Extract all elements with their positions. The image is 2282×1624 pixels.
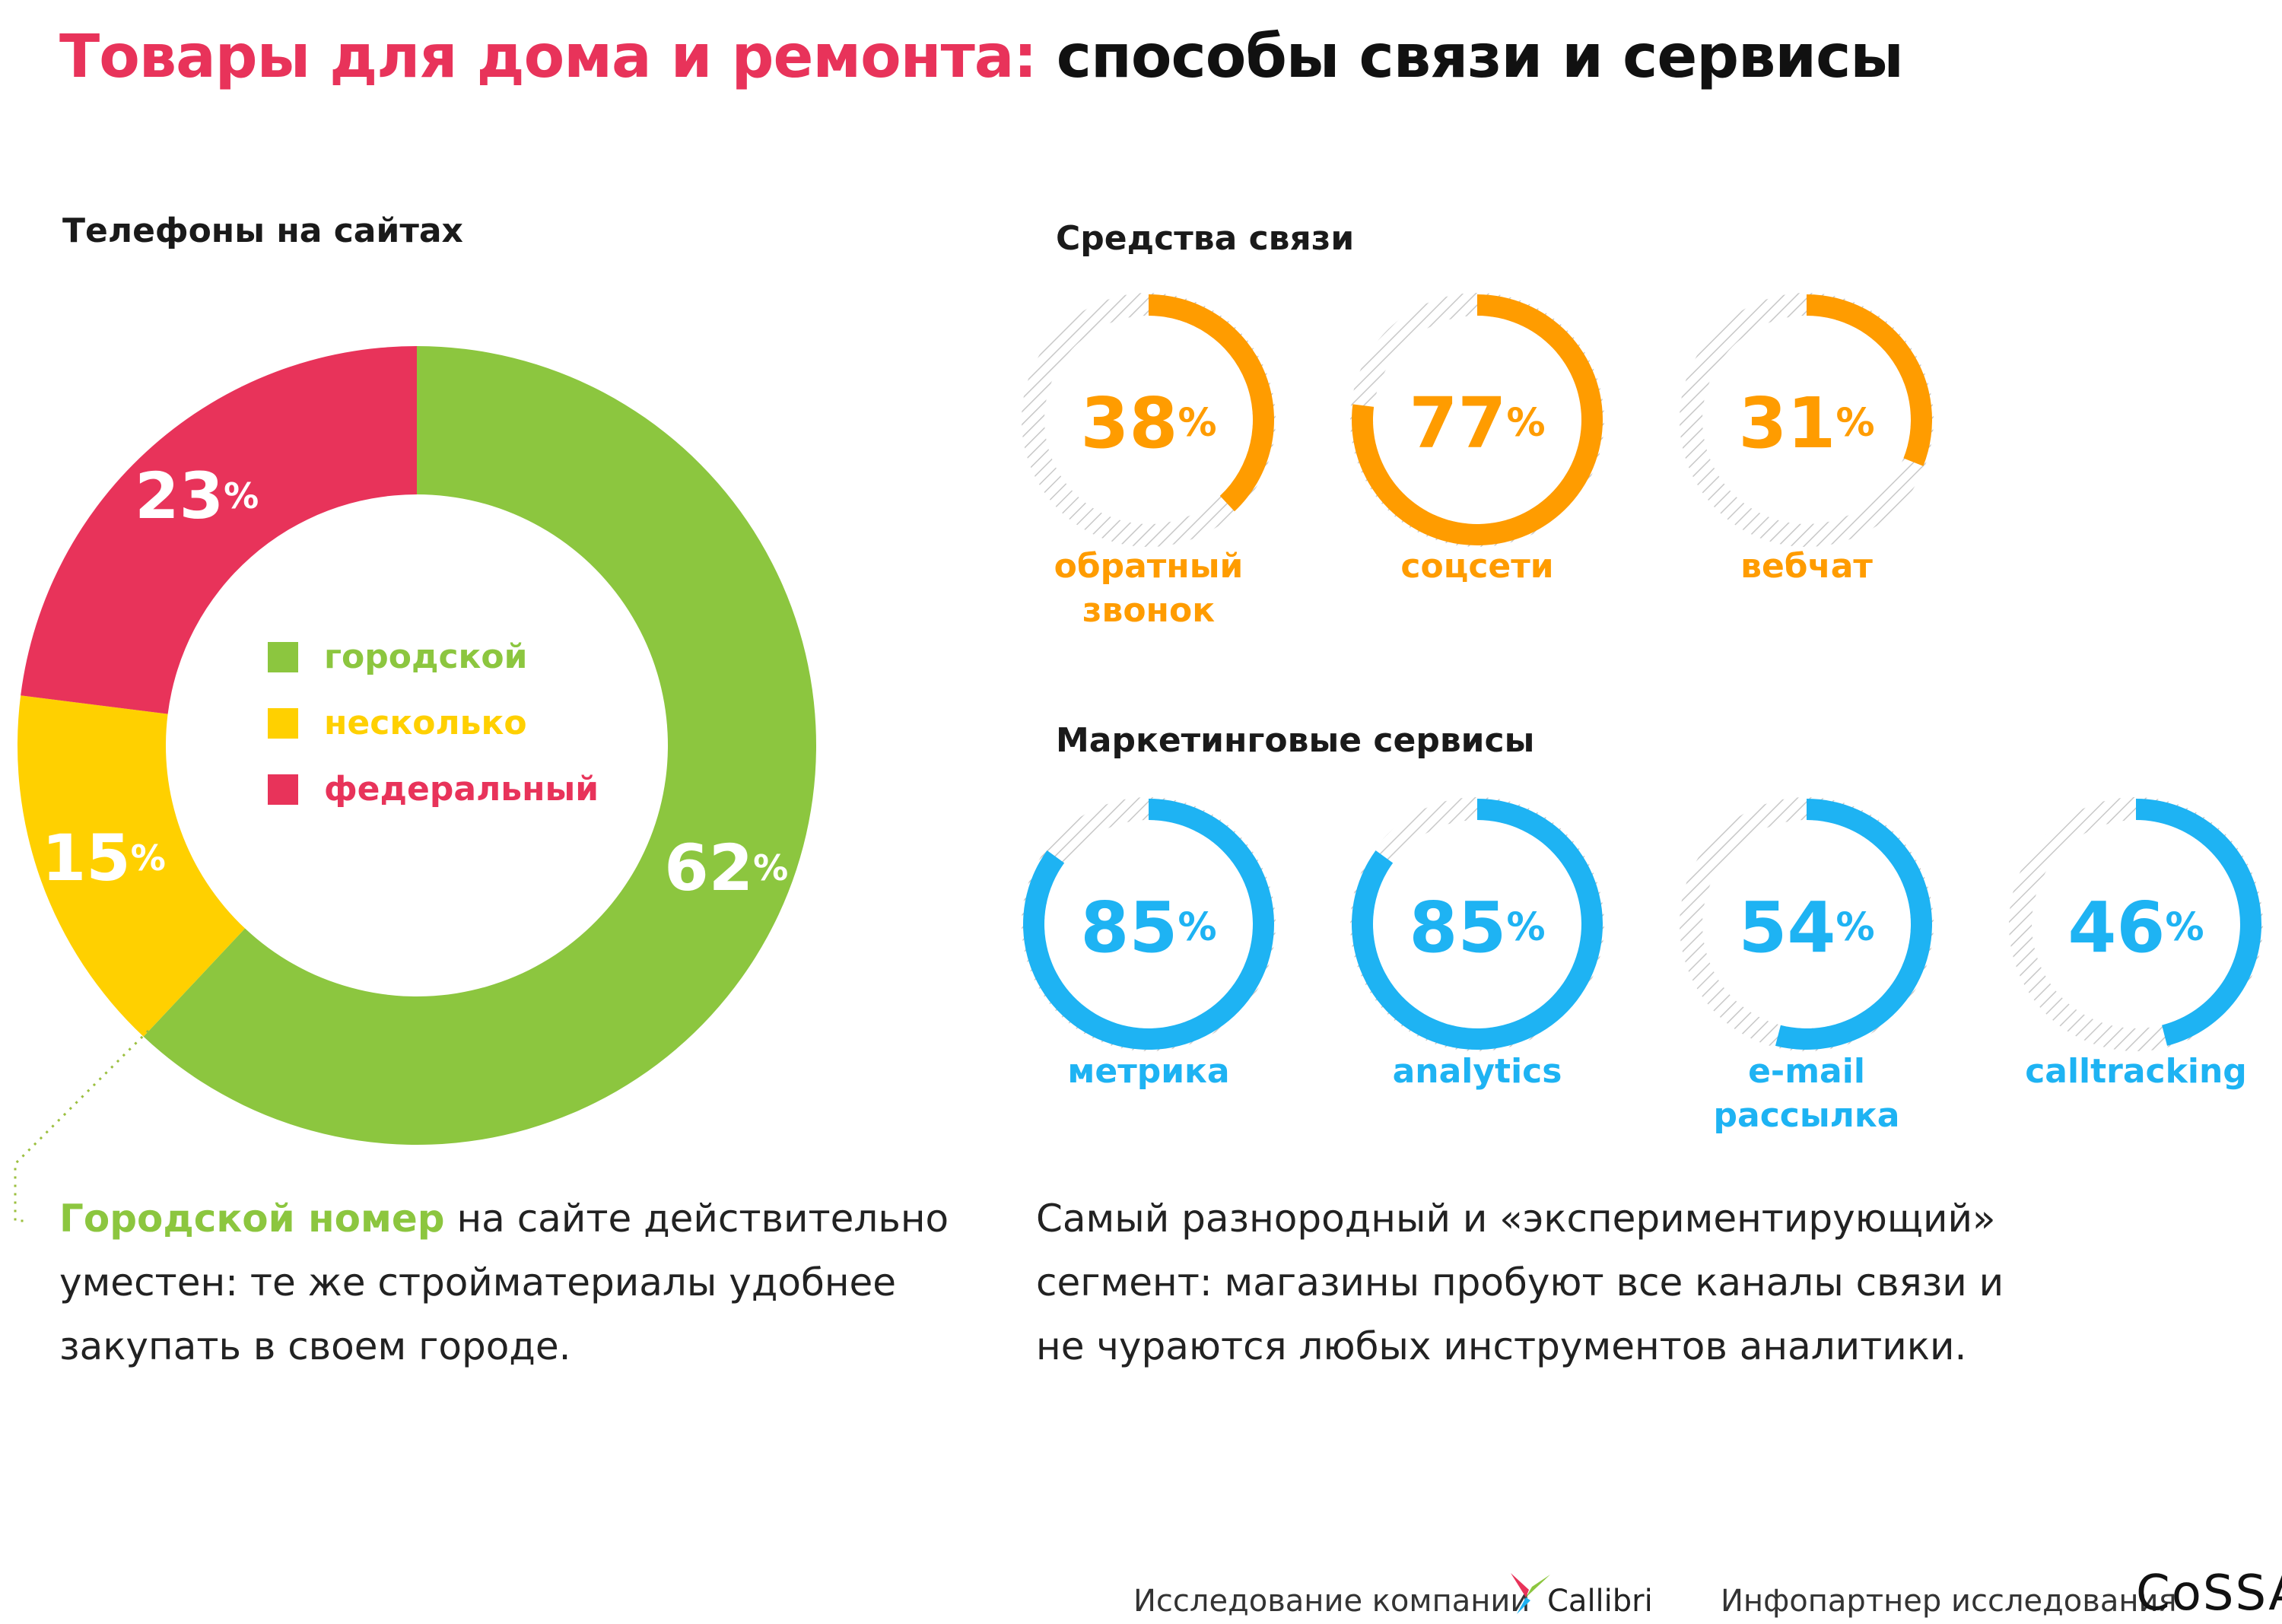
marketing-rings: 85% 85% 54% 46% bbox=[1022, 797, 2263, 1051]
slice-value-label: 62% bbox=[664, 831, 788, 905]
phones-donut-chart: 62% 15% 23% bbox=[17, 346, 816, 1145]
ring-category-label: analytics bbox=[1356, 1050, 1599, 1094]
ring-category-label: e-mail рассылка bbox=[1685, 1050, 1928, 1138]
ring-value-arc bbox=[1775, 799, 1932, 1050]
ring-category-label: обратный звонок bbox=[1027, 545, 1270, 633]
left-description-highlight: Городской номер bbox=[59, 1197, 445, 1241]
slice-city bbox=[143, 346, 816, 1145]
ring-chart-contact-group-0: 38% bbox=[1022, 293, 1276, 547]
ring-value-label: 54% bbox=[1738, 887, 1874, 968]
ring-value-label: 77% bbox=[1409, 383, 1545, 464]
callibri-logo-text: Callibri bbox=[1547, 1584, 1653, 1619]
ring-chart-marketing-group-3: 46% bbox=[2009, 797, 2263, 1051]
legend-swatch bbox=[268, 641, 298, 672]
contact-section-title: Средства связи bbox=[1056, 219, 1355, 258]
ring-category-line: соцсети bbox=[1400, 547, 1554, 586]
ring-category-label: вебчат bbox=[1685, 545, 1928, 589]
legend-item-several: несколько bbox=[268, 704, 527, 742]
ring-category-line: обратный bbox=[1054, 547, 1244, 586]
title-accent: Товары для дома и ремонта: bbox=[59, 23, 1038, 91]
right-description: Самый разнородный и «экспериментирующий»… bbox=[1036, 1197, 2004, 1368]
ring-category-line: analytics bbox=[1392, 1052, 1562, 1091]
page-title: Товары для дома и ремонта: способы связи… bbox=[59, 23, 1904, 91]
legend-label: несколько bbox=[324, 704, 527, 742]
ring-category-line: звонок bbox=[1082, 591, 1216, 630]
slice-value-label: 15% bbox=[42, 821, 166, 895]
ring-category-label: calltracking bbox=[2014, 1050, 2258, 1094]
legend-item-city: городской bbox=[268, 637, 527, 676]
ring-category-label: метрика bbox=[1027, 1050, 1270, 1094]
callibri-logo-icon bbox=[1511, 1573, 1550, 1614]
footer-partner-label: Инфопартнер исследования bbox=[1721, 1584, 2177, 1619]
ring-value-arc bbox=[1807, 294, 1933, 466]
slice-federal bbox=[21, 346, 418, 714]
ring-chart-marketing-group-1: 85% bbox=[1350, 797, 1604, 1051]
left-description-text: на сайте действительно уместен: те же ст… bbox=[59, 1197, 949, 1368]
marketing-section-title: Маркетинговые сервисы bbox=[1056, 721, 1535, 760]
ring-value-label: 46% bbox=[2067, 887, 2204, 968]
footer-research-label: Исследование компании bbox=[1133, 1584, 1530, 1619]
ring-category-line: вебчат bbox=[1740, 547, 1873, 586]
legend-label: городской bbox=[324, 637, 528, 676]
title-rest: способы связи и сервисы bbox=[1036, 23, 1904, 91]
ring-category-line: метрика bbox=[1067, 1052, 1230, 1091]
ring-value-label: 31% bbox=[1738, 383, 1874, 464]
ring-category-line: calltracking bbox=[2025, 1052, 2247, 1091]
cossa-logo: CoSSA bbox=[2136, 1565, 2282, 1622]
left-description: Городской номер на сайте действительно у… bbox=[59, 1187, 957, 1378]
legend-item-federal: федеральный bbox=[268, 770, 599, 809]
ring-category-line: рассылка bbox=[1713, 1096, 1900, 1135]
ring-value-arc bbox=[2136, 799, 2262, 1046]
ring-chart-contact-group-2: 31% bbox=[1680, 293, 1934, 547]
legend-swatch bbox=[268, 774, 298, 805]
ring-category-label: соцсети bbox=[1356, 545, 1599, 589]
ring-value-arc bbox=[1149, 294, 1275, 512]
slice-value-label: 23% bbox=[135, 459, 259, 533]
ring-value-label: 85% bbox=[1080, 887, 1216, 968]
legend-label: федеральный bbox=[324, 770, 599, 809]
ring-chart-marketing-group-0: 85% bbox=[1022, 797, 1276, 1051]
slice-several bbox=[17, 695, 246, 1037]
ring-category-line: e-mail bbox=[1748, 1052, 1865, 1091]
legend-swatch bbox=[268, 707, 298, 739]
ring-chart-contact-group-1: 77% bbox=[1350, 293, 1604, 547]
ring-chart-marketing-group-2: 54% bbox=[1680, 797, 1934, 1051]
ring-value-label: 85% bbox=[1409, 887, 1545, 968]
contact-rings: 38% 77% 31% bbox=[1022, 293, 1934, 547]
ring-value-label: 38% bbox=[1080, 383, 1216, 464]
callout-connector bbox=[14, 1029, 150, 1222]
phones-section-title: Телефоны на сайтах bbox=[62, 211, 463, 250]
